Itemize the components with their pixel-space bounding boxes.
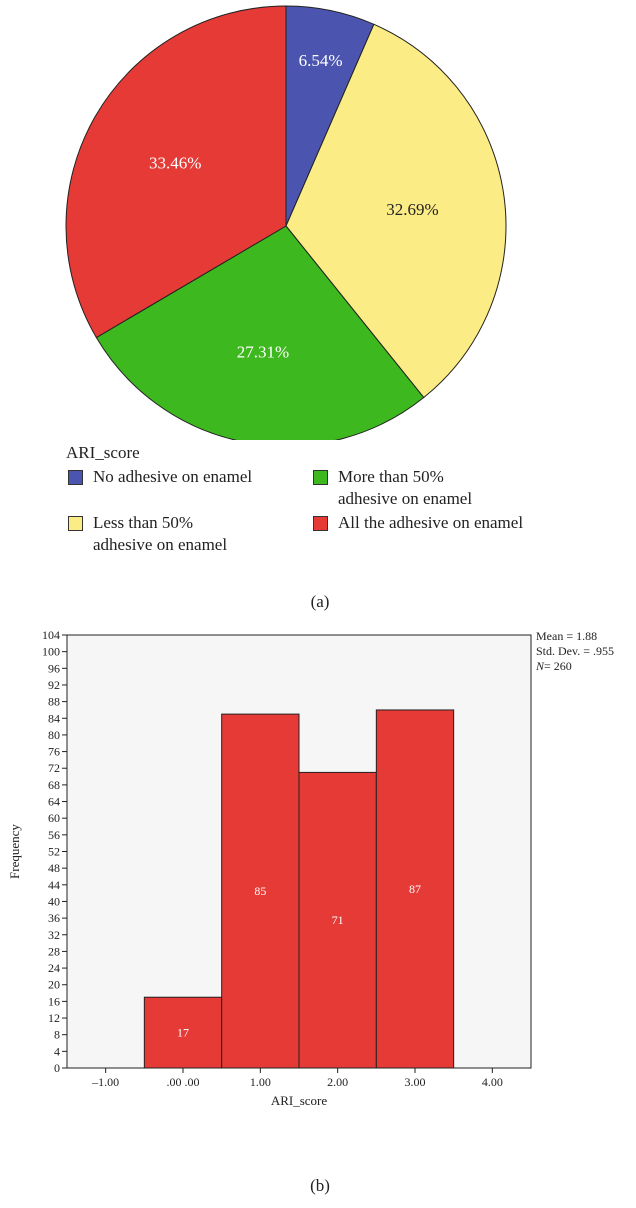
pie-slice-2 [95,225,425,440]
y-tick-label: 76 [48,745,60,759]
y-tick-label: 104 [42,628,60,642]
legend-item-all-adhesive: All the adhesive on enamel [311,512,571,556]
y-tick-label: 88 [48,695,60,709]
legend-label: No adhesive on enamel [93,467,253,486]
stat-mean: Mean = 1.88 [536,629,598,643]
y-tick-label: 72 [48,761,60,775]
bar-value-label: 17 [177,1026,189,1040]
histogram-bar-0 [143,996,223,1069]
y-tick-label: 24 [48,961,60,975]
legend-item-less-than-50: Less than 50% adhesive on enamel [66,512,311,556]
x-tick-label: 2.00 [327,1075,348,1089]
stat-n: N= 260 [536,659,572,673]
bar-value-label: 71 [332,913,344,927]
panel-label-a: (a) [310,592,330,611]
bar-value-label: 87 [409,882,421,896]
y-tick-label: 56 [48,828,60,842]
histogram-bar-1 [221,713,300,1069]
y-tick-label: 44 [48,878,60,892]
pie-chart: 6.54% 32.69% 27.31% 33.46% [65,5,507,440]
y-tick-label: 28 [48,944,60,958]
y-tick-label: 0 [54,1061,60,1075]
legend-swatch-green [313,470,328,485]
legend-swatch-blue [68,470,83,485]
histogram-chart: 0481216202428323640444852566064687276808… [7,628,532,1108]
legend-label: More than 50% adhesive on enamel [338,467,473,508]
pie-slice-label-0: 6.54% [299,51,343,70]
x-tick-label: 3.00 [405,1075,426,1089]
histogram-bar-2 [298,771,377,1069]
y-tick-label: 60 [48,811,60,825]
y-tick-label: 48 [48,861,60,875]
y-tick-label: 40 [48,894,60,908]
y-tick-label: 20 [48,978,60,992]
pie-slice-3 [65,5,287,339]
legend-title: ARI_score [66,443,140,462]
legend-label: Less than 50% adhesive on enamel [93,513,228,554]
y-tick-label: 68 [48,778,60,792]
pie-legend: ARI_score No adhesive on enamel More tha… [66,443,626,556]
y-tick-label: 100 [42,645,60,659]
y-tick-label: 12 [48,1011,60,1025]
x-axis-title: ARI_score [271,1093,328,1108]
y-tick-label: 36 [48,911,60,925]
x-tick-label: 1.00 [250,1075,271,1089]
x-tick-label: .00 .00 [167,1075,200,1089]
y-tick-label: 16 [48,994,60,1008]
y-tick-label: 8 [54,1028,60,1042]
y-tick-label: 32 [48,928,60,942]
pie-slice-1 [285,23,507,399]
y-axis-title: Frequency [7,824,22,879]
legend-label: All the adhesive on enamel [338,513,524,532]
x-tick-label: –1.00 [91,1075,119,1089]
y-tick-label: 96 [48,661,60,675]
histogram-bar-3 [375,709,455,1069]
pie-slice-label-1: 32.69% [386,200,438,219]
y-tick-label: 80 [48,728,60,742]
x-tick-label: 4.00 [482,1075,503,1089]
y-tick-label: 4 [54,1044,60,1058]
panel-label-b: (b) [310,1176,330,1195]
legend-item-more-than-50: More than 50% adhesive on enamel [311,466,571,510]
legend-swatch-red [313,516,328,531]
y-tick-label: 84 [48,711,60,725]
legend-swatch-yellow [68,516,83,531]
y-tick-label: 64 [48,795,60,809]
legend-item-no-adhesive: No adhesive on enamel [66,466,311,510]
bar-value-label: 85 [254,884,266,898]
y-tick-label: 52 [48,845,60,859]
stat-std: Std. Dev. = .955 [536,644,614,658]
pie-slice-label-2: 27.31% [237,343,289,362]
pie-slice-label-3: 33.46% [149,154,201,173]
y-tick-label: 92 [48,678,60,692]
histogram-stats: Mean = 1.88 Std. Dev. = .955 N= 260 [536,629,614,674]
